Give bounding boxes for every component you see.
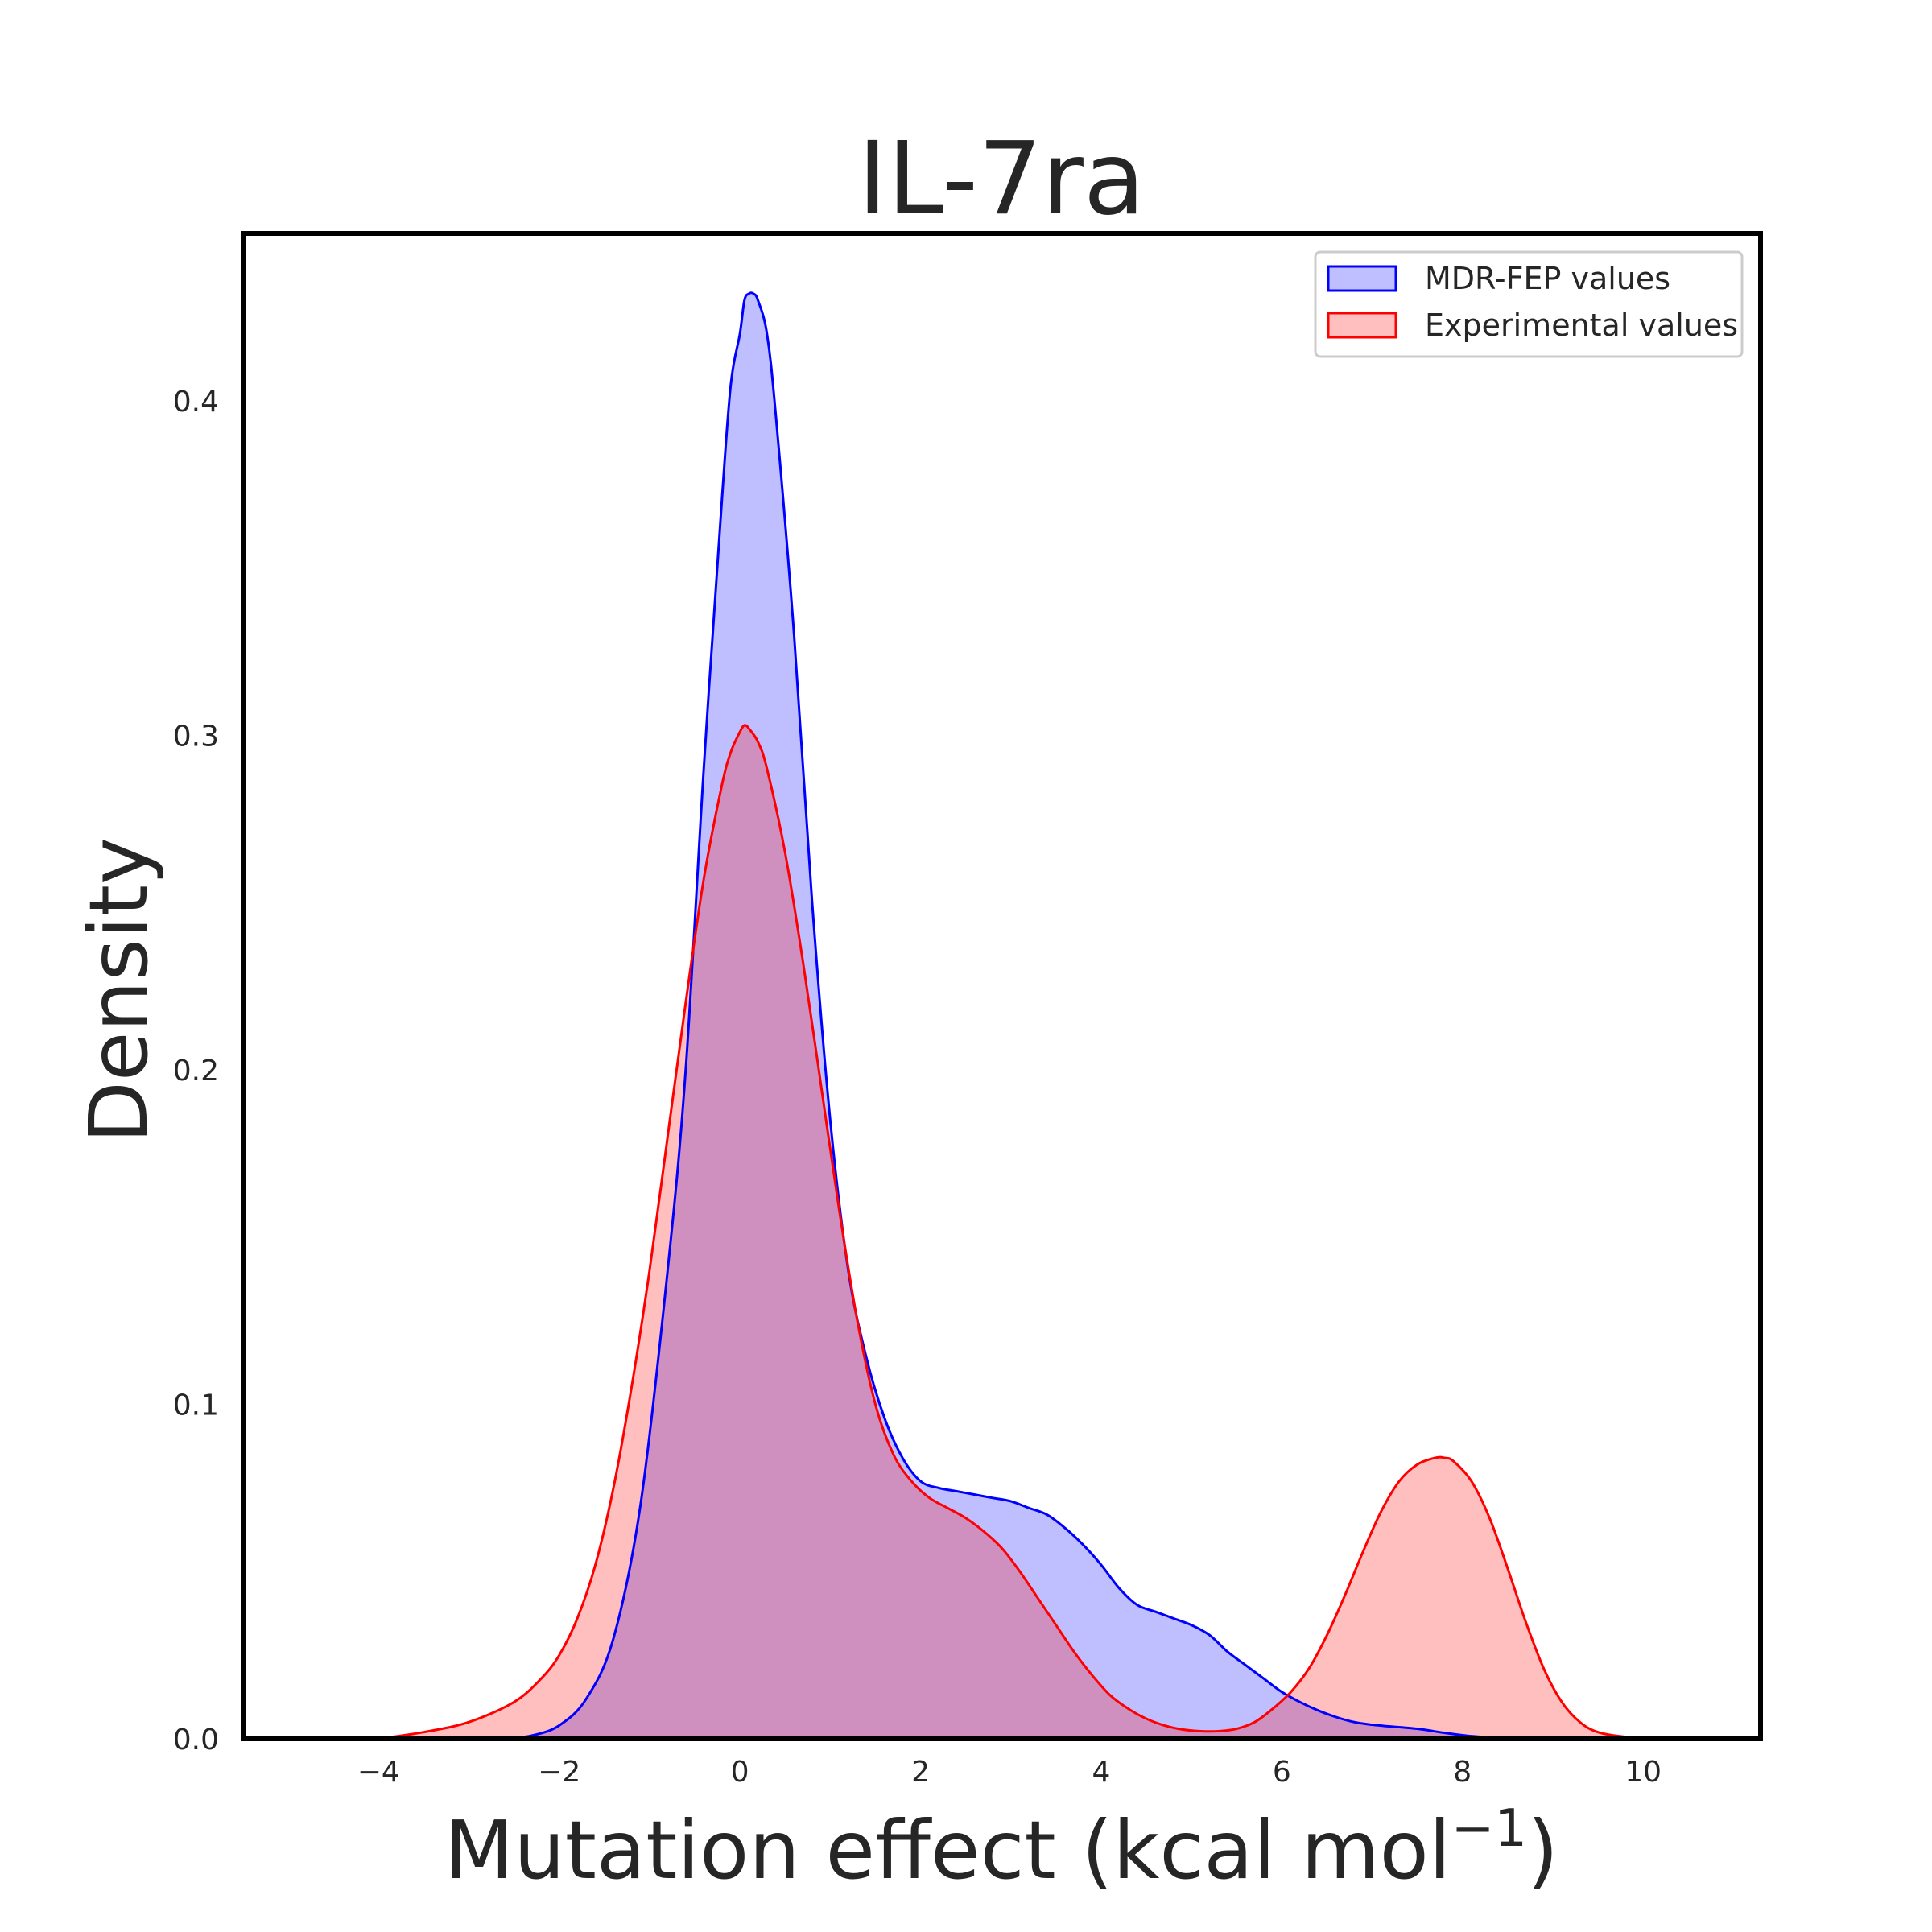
y-tick-label: 0.4 (173, 386, 219, 419)
x-tick-label: −4 (357, 1756, 400, 1789)
x-axis-label-main: Mutation effect (kcal mol (444, 1803, 1451, 1897)
legend-swatch-experimental (1327, 312, 1397, 339)
legend: MDR-FEP values Experimental values (1314, 250, 1744, 358)
density-area-mdr-fep (505, 292, 1599, 1739)
y-tick-labels: 0.0 0.1 0.2 0.3 0.4 (173, 386, 219, 1757)
legend-box (1314, 250, 1744, 358)
x-tick-label: 4 (1092, 1756, 1110, 1789)
x-tick-label: 2 (911, 1756, 930, 1789)
density-line-experimental (378, 724, 1689, 1740)
legend-label-experimental: Experimental values (1425, 308, 1738, 343)
x-tick-labels: −4 −2 0 2 4 6 8 10 (357, 1756, 1662, 1789)
y-tick-label: 0.0 (173, 1724, 219, 1757)
plot-frame (241, 231, 1763, 1741)
x-axis-label-close: ) (1527, 1803, 1558, 1897)
x-tick-label: 8 (1453, 1756, 1472, 1789)
x-tick-label: 0 (731, 1756, 749, 1789)
density-area-experimental (378, 724, 1689, 1739)
x-tick-label: 6 (1273, 1756, 1291, 1789)
y-tick-label: 0.3 (173, 720, 219, 753)
density-fills (378, 292, 1689, 1739)
y-tick-label: 0.1 (173, 1389, 219, 1422)
y-tick-label: 0.2 (173, 1055, 219, 1088)
y-axis-label: Density (72, 837, 166, 1143)
x-axis-label-superscript: −1 (1451, 1799, 1527, 1859)
x-tick-label: 10 (1624, 1756, 1662, 1789)
density-lines (378, 291, 1689, 1740)
legend-label-mdr-fep: MDR-FEP values (1425, 261, 1670, 296)
chart-title: IL-7ra (858, 121, 1146, 237)
x-axis-label: Mutation effect (kcal mol−1) (444, 1799, 1558, 1897)
density-line-mdr-fep (505, 291, 1599, 1740)
legend-swatch-mdr-fep (1327, 265, 1397, 292)
x-tick-label: −2 (538, 1756, 580, 1789)
